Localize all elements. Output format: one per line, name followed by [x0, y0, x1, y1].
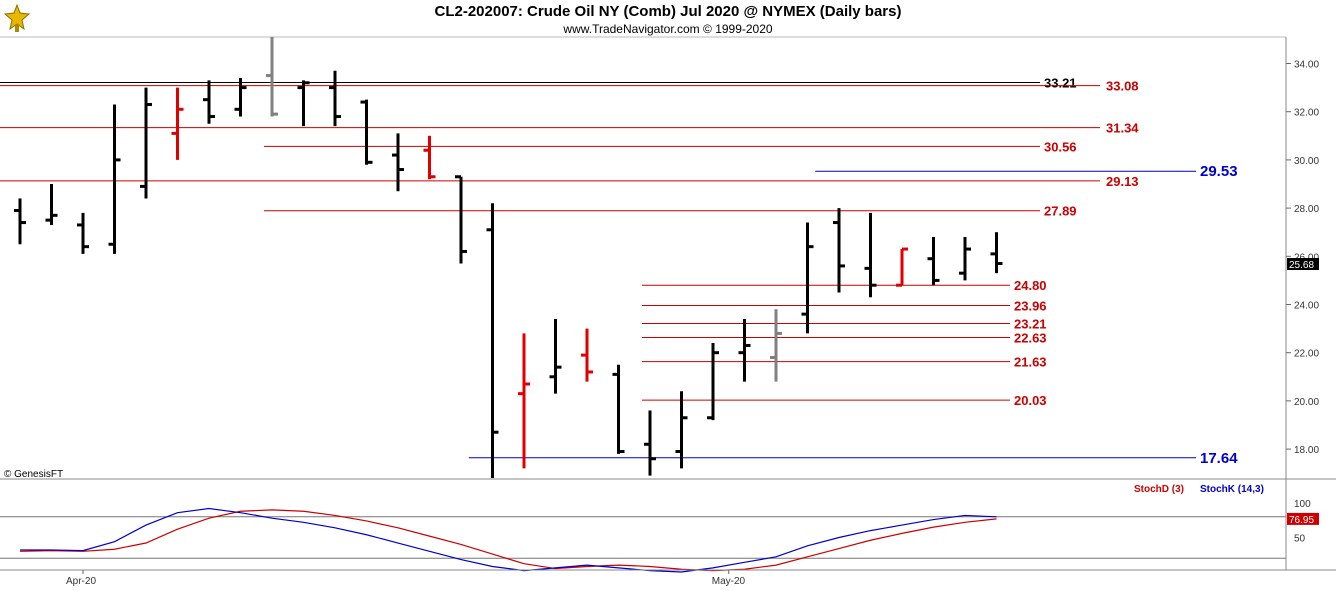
stoch-series-line	[20, 507, 997, 573]
last-price-label: 25.68	[1289, 260, 1314, 271]
price-bar	[675, 391, 688, 469]
price-bar	[266, 37, 278, 117]
price-bar	[140, 87, 152, 199]
level-label: 31.34	[1106, 121, 1139, 136]
date-axis-tick: May-20	[712, 576, 746, 587]
last-price-badge	[1287, 258, 1319, 271]
price-bar	[108, 104, 121, 254]
stoch-legend-label: StochD (3)	[1134, 484, 1184, 495]
price-bar	[234, 77, 247, 117]
price-bar	[990, 232, 1003, 274]
level-label: 27.89	[1044, 204, 1077, 219]
price-axis-tick: 18.00	[1294, 445, 1319, 456]
price-bar	[455, 175, 467, 264]
level-label: 33.08	[1106, 79, 1139, 94]
trade-navigator-logo-icon	[3, 3, 31, 32]
stoch-axis-tick: 100	[1294, 499, 1311, 510]
price-panel: 33.21 33.08 31.34 30.56 29.53 29.13 27.89 24.80…	[0, 36, 1336, 480]
price-bar	[329, 70, 341, 127]
price-bar	[423, 135, 436, 180]
price-bar	[770, 309, 782, 382]
price-bar	[738, 318, 751, 382]
level-label: 24.80	[1014, 278, 1047, 293]
price-axis-tick: 28.00	[1294, 204, 1319, 215]
level-label: 17.64	[1200, 450, 1238, 467]
price-axis-tick: 20.00	[1294, 397, 1319, 408]
copyright-label: © GenesisFT	[4, 469, 64, 480]
level-label: 22.63	[1014, 331, 1047, 346]
price-axis-tick: 24.00	[1294, 300, 1319, 311]
price-bar	[486, 203, 499, 478]
chart-title: CL2-202007: Crude Oil NY (Comb) Jul 2020…	[434, 3, 902, 20]
level-label: 33.21	[1044, 76, 1077, 91]
price-bar	[14, 198, 26, 245]
level-label: 23.96	[1014, 298, 1047, 313]
price-bar	[392, 133, 404, 192]
price-bar	[203, 80, 215, 124]
price-bar	[833, 208, 845, 293]
price-bar	[927, 237, 940, 286]
price-bar	[45, 184, 58, 225]
level-label: 30.56	[1044, 139, 1077, 154]
stoch-last-badge	[1287, 512, 1319, 525]
price-bar	[864, 212, 877, 298]
price-bar	[171, 87, 184, 160]
stoch-legend-label: StochK (14,3)	[1200, 484, 1264, 495]
level-label: 21.63	[1014, 355, 1047, 370]
level-label: 29.13	[1106, 174, 1139, 189]
level-label: 20.03	[1014, 393, 1047, 408]
level-label: 29.53	[1200, 163, 1238, 180]
stoch-axis-tick: 50	[1294, 534, 1306, 545]
price-bar	[896, 247, 908, 287]
price-axis-tick: 34.00	[1294, 60, 1319, 71]
price-bar	[644, 410, 656, 476]
chart-subtitle: www.TradeNavigator.com © 1999-2020	[563, 22, 773, 36]
price-bar	[707, 343, 719, 421]
stoch-series-line	[19, 509, 997, 572]
stoch-last-label: 76.95	[1289, 515, 1314, 526]
price-axis-tick: 22.00	[1294, 349, 1319, 360]
price-bar	[549, 318, 562, 394]
price-axis-tick: 30.00	[1294, 156, 1319, 167]
price-bar	[612, 364, 625, 454]
price-bar	[581, 328, 593, 382]
price-bar	[959, 237, 971, 281]
price-bar	[297, 80, 310, 127]
price-bar	[360, 99, 373, 165]
price-axis-tick: 26.00	[1294, 252, 1319, 263]
date-axis-tick: Apr-20	[66, 576, 96, 587]
price-axis: 34.00 32.00 30.00 28.00 26.00 24.00 22.00 20.00…	[1285, 37, 1319, 570]
level-label: 23.21	[1014, 317, 1047, 332]
price-bar	[77, 212, 89, 254]
price-axis-tick: 32.00	[1294, 108, 1319, 119]
price-bar	[518, 333, 530, 469]
price-bar	[801, 222, 814, 334]
date-axis: Apr-20 May-20	[0, 569, 1336, 587]
stochastic-panel: StochD (3) StochK (14,3)	[0, 484, 1286, 573]
